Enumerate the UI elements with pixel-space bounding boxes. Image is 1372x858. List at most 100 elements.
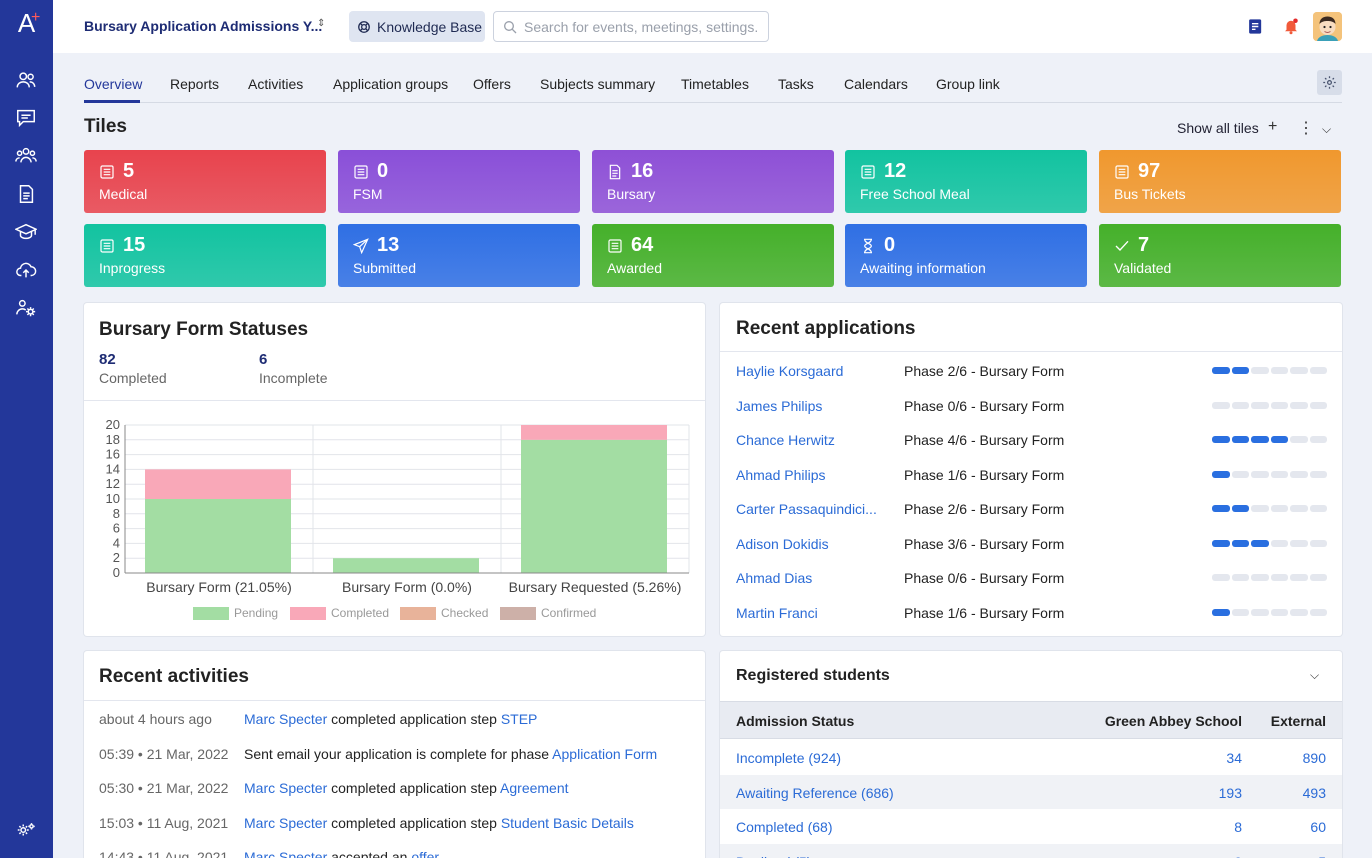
status-link[interactable]: Completed (68) — [736, 819, 833, 835]
bar-segment-pending — [145, 499, 291, 573]
progress-segment — [1212, 574, 1230, 581]
tile-awaiting-information[interactable]: 0 Awaiting information — [845, 224, 1087, 287]
avatar[interactable] — [1313, 12, 1342, 41]
tile-label: FSM — [353, 186, 383, 202]
column-header-external[interactable]: External — [1270, 713, 1326, 729]
school-count-link[interactable]: 34 — [1226, 750, 1242, 766]
status-link[interactable]: Awaiting Reference (686) — [736, 784, 894, 801]
show-all-tiles-link[interactable]: Show all tiles — [1177, 120, 1259, 136]
knowledge-base-label: Knowledge Base — [377, 18, 483, 35]
tab-offers[interactable]: Offers — [473, 76, 511, 92]
applicant-name-link[interactable]: Chance Herwitz — [736, 432, 835, 448]
status-link[interactable]: Incomplete (924) — [736, 750, 842, 766]
chevron-down-icon[interactable]: ⌵ — [1310, 668, 1320, 682]
target-link[interactable]: STEP — [500, 711, 538, 727]
progress-segment — [1231, 505, 1249, 512]
tab-activities[interactable]: Activities — [248, 76, 304, 92]
knowledge-base-button[interactable]: Knowledge Base — [349, 11, 485, 42]
applicant-name-link[interactable]: Ahmad Dias — [736, 570, 813, 586]
column-header-school[interactable]: Green Abbey School — [1104, 713, 1242, 729]
applicant-name-link[interactable]: Ahmad Philips — [736, 466, 826, 483]
tile-medical[interactable]: 5 Medical — [84, 150, 326, 213]
more-options-icon[interactable]: ⋮ — [1298, 120, 1314, 137]
tile-awarded[interactable]: 64 Awarded — [592, 224, 834, 287]
tab-calendars[interactable]: Calendars — [844, 76, 908, 92]
target-link[interactable]: Application Form — [552, 745, 658, 762]
search-box[interactable] — [493, 11, 769, 42]
group-icon[interactable] — [13, 144, 39, 168]
bursary-form-statuses-card: Bursary Form Statuses 82 Completed 6 Inc… — [84, 303, 705, 636]
notification-bell-icon[interactable] — [1280, 15, 1302, 37]
tile-label: Bus Tickets — [1114, 186, 1186, 202]
status-link[interactable]: Declined (5) — [736, 854, 811, 858]
tab-group-link[interactable]: Group link — [936, 76, 1000, 92]
tile-fsm[interactable]: 0 FSM — [338, 150, 580, 213]
applicant-name-link[interactable]: Martin Franci — [736, 604, 818, 621]
tile-free-school-meal[interactable]: 12 Free School Meal — [845, 150, 1087, 213]
legend-label: Pending — [234, 606, 278, 620]
activity-text: accepted an — [327, 849, 412, 858]
tile-bus-tickets[interactable]: 97 Bus Tickets — [1099, 150, 1341, 213]
application-phase: Phase 4/6 - Bursary Form — [904, 432, 1065, 448]
app-logo[interactable]: A + — [0, 8, 53, 46]
external-count-link[interactable]: 5 — [1318, 854, 1326, 858]
chevron-down-icon[interactable]: ⌵ — [1322, 122, 1332, 136]
applicant-name-link[interactable]: Adison Dokidis — [736, 535, 829, 552]
activity-description: Sent email your application is complete … — [244, 746, 657, 762]
tab-reports[interactable]: Reports — [170, 76, 220, 92]
tab-subjects-summary[interactable]: Subjects summary — [540, 76, 656, 92]
x-category-label: Bursary Requested (5.26%) — [509, 579, 682, 595]
tile-label: Submitted — [353, 260, 417, 276]
add-tile-icon[interactable]: + — [1268, 118, 1278, 135]
users-icon[interactable] — [13, 68, 39, 92]
actor-link[interactable]: Marc Specter — [244, 849, 328, 858]
progress-segment — [1290, 539, 1308, 547]
progress-segment — [1290, 436, 1308, 443]
column-header-status[interactable]: Admission Status — [736, 713, 855, 729]
target-link[interactable]: offer — [411, 849, 440, 858]
notes-icon[interactable] — [1244, 15, 1266, 37]
cloud-upload-icon[interactable] — [13, 258, 39, 282]
users-settings-icon[interactable] — [13, 296, 39, 320]
external-count-link[interactable]: 890 — [1302, 750, 1326, 766]
actor-link[interactable]: Marc Specter — [244, 711, 328, 727]
applicant-name-link[interactable]: Haylie Korsgaard — [736, 363, 844, 379]
external-count-link[interactable]: 60 — [1310, 819, 1326, 835]
tabs-settings-button[interactable] — [1317, 70, 1342, 95]
actor-link[interactable]: Marc Specter — [244, 780, 328, 796]
settings-icon[interactable] — [13, 818, 39, 842]
tile-inprogress[interactable]: 15 Inprogress — [84, 224, 326, 287]
progress-segment — [1231, 470, 1249, 478]
search-input[interactable] — [524, 18, 759, 35]
tab-application-groups[interactable]: Application groups — [333, 76, 449, 92]
school-count-link[interactable]: 193 — [1218, 784, 1242, 801]
progress-segment — [1270, 401, 1288, 409]
school-count-link[interactable]: 0 — [1234, 854, 1242, 858]
sort-arrows-icon[interactable]: ⇕ — [317, 18, 326, 29]
app-title[interactable]: Bursary Application Admissions Y... — [84, 18, 323, 34]
tile-validated[interactable]: 7 Validated — [1099, 224, 1341, 287]
tab-tasks[interactable]: Tasks — [778, 76, 814, 92]
phase-progress-bar — [1212, 505, 1327, 512]
tile-bursary[interactable]: 16 Bursary — [592, 150, 834, 213]
tab-overview[interactable]: Overview — [84, 76, 143, 92]
progress-segment — [1212, 436, 1230, 443]
tab-timetables[interactable]: Timetables — [681, 76, 749, 92]
actor-link[interactable]: Marc Specter — [244, 814, 328, 831]
chat-icon[interactable] — [13, 106, 39, 130]
graduation-cap-icon[interactable] — [13, 220, 39, 244]
external-count-link[interactable]: 493 — [1302, 784, 1326, 801]
bar-segment-completed — [521, 425, 667, 440]
target-link[interactable]: Student Basic Details — [500, 814, 634, 831]
table-row: Completed (68) 8 60 — [720, 809, 1342, 843]
document-icon[interactable] — [13, 182, 39, 206]
activity-description: Marc Specter completed application step … — [244, 780, 569, 796]
applicant-name-link[interactable]: Carter Passaquindici... — [736, 501, 877, 517]
completed-label: Completed — [99, 370, 167, 386]
school-count-link[interactable]: 8 — [1234, 819, 1242, 835]
applicant-name-link[interactable]: James Philips — [736, 397, 823, 414]
tile-submitted[interactable]: 13 Submitted — [338, 224, 580, 287]
tile-value: 12 — [884, 160, 907, 182]
target-link[interactable]: Agreement — [500, 780, 569, 796]
